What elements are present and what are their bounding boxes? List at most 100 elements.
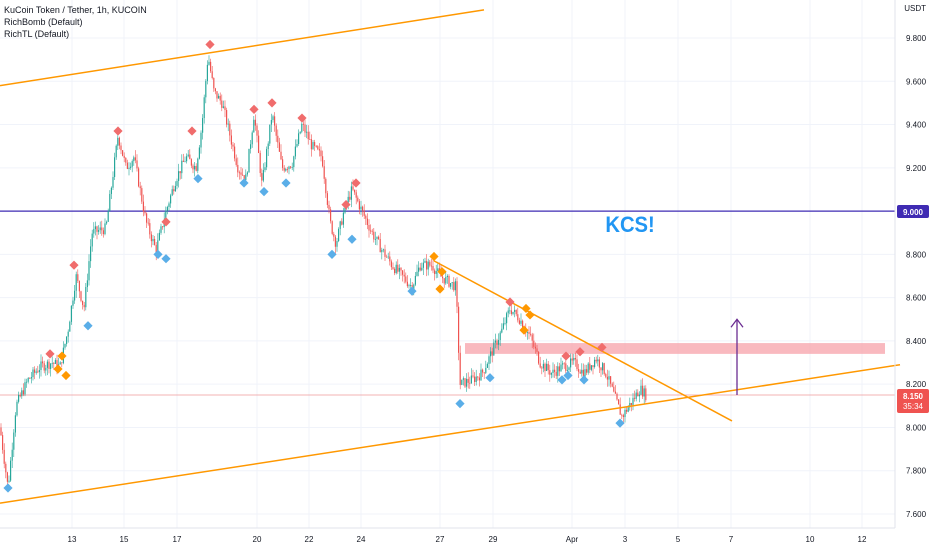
candle-body <box>246 172 248 175</box>
candle-body <box>642 385 644 397</box>
candle-body <box>248 148 250 173</box>
candle-body <box>214 88 216 92</box>
candle-body <box>611 383 613 387</box>
y-tick-label: 8.400 <box>906 337 927 346</box>
indicator-richtl[interactable]: RichTL (Default) <box>4 29 70 39</box>
candle-body <box>432 265 434 271</box>
candle-body <box>621 414 623 416</box>
candle-body <box>594 359 596 368</box>
candle-body <box>355 192 357 198</box>
candle-body <box>154 238 156 245</box>
candle-body <box>606 376 608 380</box>
candle-body <box>206 64 208 82</box>
candle-body <box>267 143 269 150</box>
buy-signal-marker <box>579 375 589 385</box>
buy-signal-marker <box>347 234 357 244</box>
candle-body <box>443 278 445 284</box>
candle-body <box>491 351 493 356</box>
candle-body <box>250 144 252 149</box>
candle-body <box>512 311 514 314</box>
candle-body <box>85 287 87 308</box>
candle-body <box>147 222 149 224</box>
candle-body <box>192 165 194 170</box>
candle-body <box>213 78 215 89</box>
price-axis[interactable]: 9.800 9.600 9.400 9.200 8.800 8.600 8.400 8.200… <box>894 0 927 528</box>
candle-body <box>496 340 498 345</box>
candle-body <box>317 146 319 150</box>
candle-body <box>314 142 316 146</box>
candle-body <box>251 132 253 145</box>
candle-body <box>157 240 159 254</box>
candle-body <box>83 304 85 308</box>
candle-body <box>459 352 461 385</box>
candle-body <box>107 211 109 222</box>
candle-body <box>470 375 472 384</box>
candle-body <box>587 363 589 373</box>
x-tick-label: 24 <box>357 535 366 544</box>
candle-body <box>282 159 284 168</box>
candle-body <box>133 157 135 162</box>
candle-body <box>234 146 236 159</box>
candle-body <box>146 213 148 223</box>
candle-body <box>445 276 447 284</box>
candle-body <box>90 246 92 262</box>
candle-body <box>13 432 15 450</box>
time-axis[interactable]: 13 15 17 20 22 24 27 29 Apr 3 5 7 10 12 <box>0 527 895 544</box>
candle-body <box>454 281 456 291</box>
buy-signal-marker <box>259 187 269 197</box>
candle-body <box>579 371 581 374</box>
candle-body <box>61 362 63 364</box>
candle-body <box>19 394 21 397</box>
candle-body <box>608 376 610 380</box>
orange-signal-marker <box>519 325 529 335</box>
candle-body <box>397 264 399 272</box>
candle-body <box>318 149 320 151</box>
candle-body <box>563 363 565 365</box>
candle-body <box>286 168 288 170</box>
annotation-text: KCS! <box>605 213 654 237</box>
candle-body <box>482 369 484 373</box>
candle-body <box>277 135 279 143</box>
candle-body <box>128 167 130 169</box>
candle-body <box>189 154 191 160</box>
candle-body <box>643 388 645 397</box>
candle-body <box>627 407 629 412</box>
buy-signal-marker <box>563 370 573 381</box>
symbol-title[interactable]: KuCoin Token / Tether, 1h, KUCOIN <box>4 5 147 15</box>
candle-body <box>278 142 280 152</box>
candle-body <box>99 227 101 231</box>
candle-body <box>555 371 557 376</box>
candle-body <box>142 201 144 212</box>
last-price-text: 8.150 <box>903 392 924 401</box>
candle-body <box>182 160 184 162</box>
candle-body <box>301 123 303 132</box>
candle-body <box>122 150 124 156</box>
candles <box>0 55 647 486</box>
candle-body <box>485 367 487 373</box>
candle-body <box>179 171 181 174</box>
candle-body <box>632 397 634 405</box>
indicator-richbomb[interactable]: RichBomb (Default) <box>4 17 83 27</box>
candle-body <box>309 139 311 140</box>
candle-body <box>462 378 464 380</box>
candle-body <box>112 177 114 188</box>
sell-signal-marker <box>113 126 123 136</box>
candle-body <box>483 372 485 374</box>
candle-body <box>254 119 256 126</box>
x-grid <box>71 0 863 528</box>
candle-body <box>238 172 240 174</box>
y-grid <box>0 37 895 515</box>
candle-body <box>27 377 29 382</box>
candle-body <box>94 226 96 230</box>
candle-body <box>171 189 173 196</box>
countdown-text: 35:34 <box>903 402 924 411</box>
candle-body <box>437 268 439 272</box>
candle-body <box>421 267 423 271</box>
candle-body <box>125 157 127 163</box>
candle-body <box>619 404 621 415</box>
candle-body <box>510 310 512 314</box>
candle-body <box>458 306 460 353</box>
candle-body <box>494 340 496 343</box>
candle-body <box>605 374 607 377</box>
